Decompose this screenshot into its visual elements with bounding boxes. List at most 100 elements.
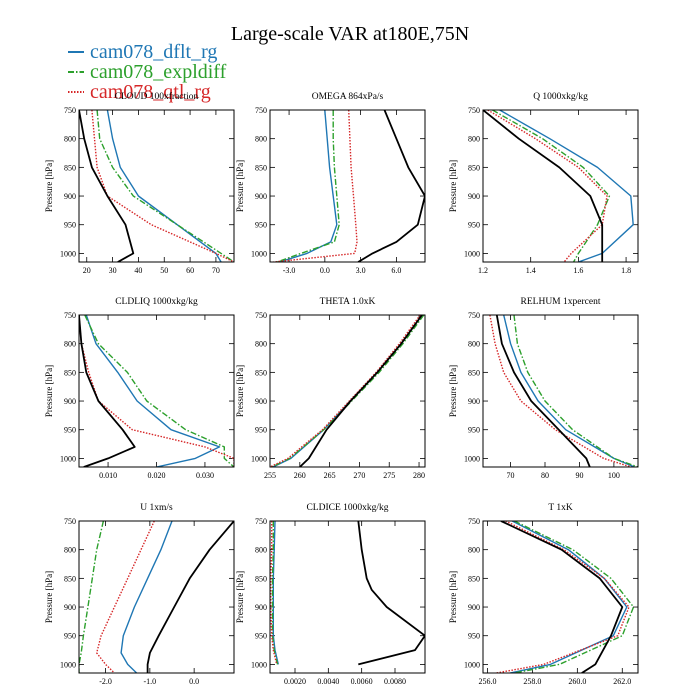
x-tick-label: 0.010 — [99, 471, 117, 480]
plot-frame — [78, 314, 235, 468]
y-tick-label: 800 — [64, 340, 76, 349]
series-line-obs — [146, 521, 234, 673]
y-tick-label: 800 — [468, 135, 480, 144]
series-line-cam078_qtl_rg — [270, 521, 278, 665]
panel-3: CLDLIQ 1000xkg/kg Pressure [hPa] 750 800 850… — [44, 297, 235, 480]
y-tick-label: 750 — [255, 311, 267, 320]
series-line-cam078_expldiff — [514, 521, 635, 673]
y-tick-label: 750 — [468, 311, 480, 320]
y-axis-label: Pressure [hPa] — [448, 571, 458, 623]
y-tick-label: 850 — [64, 574, 76, 583]
y-tick-label: 750 — [255, 106, 267, 115]
x-tick-label: 100 — [608, 471, 620, 480]
series-line-cam078_qtl_rg — [487, 110, 608, 262]
x-tick-label: 1.6 — [573, 266, 583, 275]
y-axis-label: Pressure [hPa] — [235, 571, 245, 623]
legend-label-1: cam078_expldiff — [90, 61, 227, 83]
y-tick-label: 1000 — [60, 660, 76, 669]
panel-2: Q 1000xkg/kg Pressure [hPa] 750 800 850 900 95… — [448, 92, 639, 275]
y-tick-label: 800 — [255, 546, 267, 555]
series-line-cam078_dflt_rg — [120, 521, 173, 673]
series-line-cam078_qtl_rg — [95, 521, 155, 673]
y-tick-label: 1000 — [251, 660, 267, 669]
y-tick-label: 800 — [64, 135, 76, 144]
y-tick-label: 900 — [468, 192, 480, 201]
y-tick-label: 750 — [64, 106, 76, 115]
series-line-cam078_expldiff — [513, 315, 638, 467]
series-line-cam078_expldiff — [79, 521, 105, 673]
panel-title: RELHUM 1xpercent — [521, 297, 601, 307]
y-axis-label: Pressure [hPa] — [44, 571, 54, 623]
panel-title: THETA 1.0xK — [320, 297, 376, 307]
x-tick-label: 270 — [353, 471, 365, 480]
y-tick-label: 950 — [468, 632, 480, 641]
y-tick-label: 850 — [64, 368, 76, 377]
legend-label-0: cam078_dflt_rg — [90, 41, 217, 63]
y-tick-label: 750 — [468, 517, 480, 526]
x-tick-label: 40 — [134, 266, 142, 275]
y-tick-label: 850 — [64, 163, 76, 172]
x-tick-label: 0.0060 — [351, 677, 373, 686]
y-tick-label: 900 — [468, 603, 480, 612]
x-tick-label: 1.2 — [478, 266, 488, 275]
y-tick-label: 750 — [64, 517, 76, 526]
series-line-cam078_expldiff — [271, 315, 425, 467]
x-tick-label: -3.0 — [283, 266, 296, 275]
y-tick-label: 900 — [64, 397, 76, 406]
series-line-obs — [495, 315, 591, 467]
x-tick-label: 256.0 — [478, 677, 496, 686]
panel-5: RELHUM 1xpercent Pressure [hPa] 750 800 850 9… — [448, 297, 639, 480]
panel-7: CLDICE 1000xkg/kg Pressure [hPa] 750 800 850… — [235, 503, 426, 686]
series-line-obs — [79, 315, 136, 467]
series-line-obs — [299, 315, 423, 467]
panel-title: CLDICE 1000xkg/kg — [306, 503, 388, 513]
series-line-cam078_dflt_rg — [272, 315, 423, 467]
series-line-cam078_expldiff — [96, 110, 234, 262]
x-tick-label: 30 — [109, 266, 117, 275]
y-axis-label: Pressure [hPa] — [44, 160, 54, 212]
y-axis-label: Pressure [hPa] — [448, 365, 458, 417]
x-tick-label: 0.020 — [148, 471, 166, 480]
y-tick-label: 850 — [468, 574, 480, 583]
y-tick-label: 850 — [468, 163, 480, 172]
x-tick-label: 20 — [83, 266, 91, 275]
x-tick-label: 260 — [294, 471, 306, 480]
panel-title: Q 1000xkg/kg — [533, 92, 588, 102]
x-tick-label: 70 — [507, 471, 515, 480]
x-tick-label: 1.4 — [526, 266, 536, 275]
panel-8: T 1xK Pressure [hPa] 750 800 850 900 950 1000 25… — [448, 503, 639, 686]
plot-frame — [269, 314, 426, 468]
y-tick-label: 900 — [468, 397, 480, 406]
series-line-cam078_dflt_rg — [106, 110, 222, 262]
y-tick-label: 1000 — [464, 454, 480, 463]
y-tick-label: 800 — [468, 546, 480, 555]
y-axis-label: Pressure [hPa] — [448, 160, 458, 212]
plot-frame — [269, 520, 426, 674]
x-tick-label: 258.0 — [523, 677, 541, 686]
x-tick-label: 265 — [324, 471, 336, 480]
y-tick-label: 900 — [255, 192, 267, 201]
x-tick-label: 0.0040 — [317, 677, 339, 686]
y-tick-label: 1000 — [251, 454, 267, 463]
panel-6: U 1xm/s Pressure [hPa] 750 800 850 900 950 1000… — [44, 503, 235, 686]
x-tick-label: 6.0 — [391, 266, 401, 275]
series-line-cam078_dflt_rg — [499, 110, 634, 262]
y-tick-label: 950 — [255, 426, 267, 435]
series-line-obs — [500, 521, 624, 673]
y-axis-label: Pressure [hPa] — [44, 365, 54, 417]
panel-1: OMEGA 864xPa/s Pressure [hPa] 750 800 850 900… — [235, 92, 426, 275]
legend: cam078_dflt_rgcam078_expldiffcam078_qtl_… — [68, 41, 227, 103]
figure-title: Large-scale VAR at180E,75N — [231, 23, 469, 45]
x-tick-label: 0.0 — [189, 677, 199, 686]
plot-frame — [482, 520, 639, 674]
x-tick-label: 262.0 — [613, 677, 631, 686]
y-tick-label: 750 — [64, 311, 76, 320]
series-line-cam078_qtl_rg — [496, 521, 630, 673]
y-tick-label: 1000 — [60, 249, 76, 258]
x-tick-label: 0.0020 — [284, 677, 306, 686]
y-tick-label: 1000 — [60, 454, 76, 463]
x-tick-label: 80 — [541, 471, 549, 480]
y-tick-label: 950 — [255, 632, 267, 641]
y-tick-label: 800 — [64, 546, 76, 555]
